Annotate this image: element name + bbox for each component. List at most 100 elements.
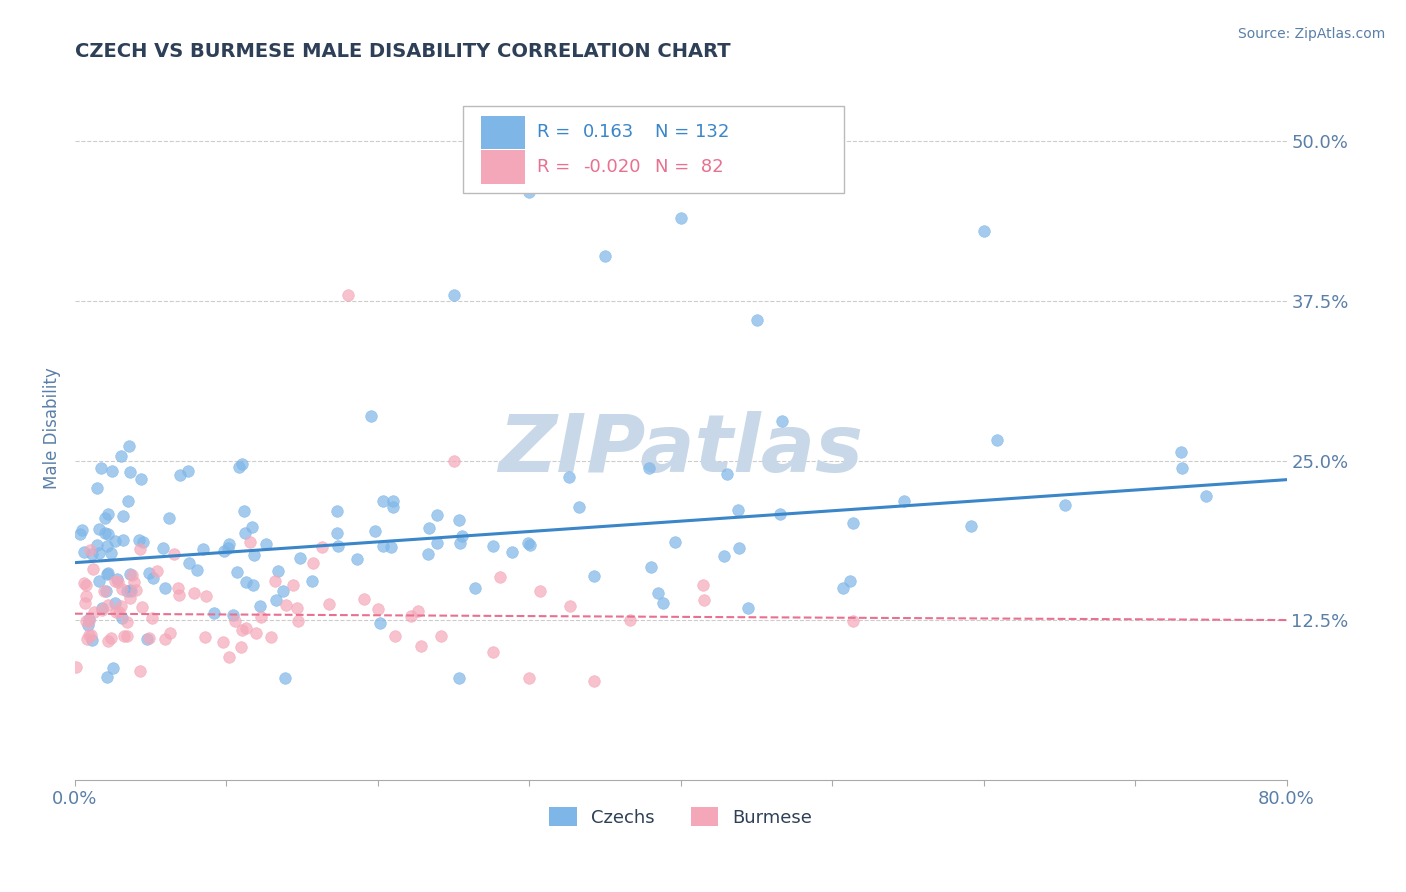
Point (96, 567, 118, 582)
Text: CZECH VS BURMESE MALE DISABILITY CORRELATION CHART: CZECH VS BURMESE MALE DISABILITY CORRELA… (75, 42, 731, 61)
Point (464, 581, 486, 595)
FancyBboxPatch shape (481, 150, 524, 184)
Point (87, 522, 110, 536)
Point (226, 565, 249, 579)
Point (274, 671, 297, 685)
Point (1170, 445, 1192, 459)
Point (558, 470, 581, 484)
Point (135, 632, 157, 646)
Point (80, 627, 103, 641)
Point (482, 539, 505, 553)
Point (110, 599, 132, 613)
Point (311, 541, 333, 555)
Point (235, 621, 257, 635)
Point (73, 576, 96, 591)
Point (129, 472, 152, 486)
Point (138, 631, 160, 645)
Point (288, 551, 311, 566)
Point (70, 523, 93, 537)
Point (619, 613, 641, 627)
Point (568, 500, 591, 514)
Point (451, 529, 474, 543)
Text: ZIPatlas: ZIPatlas (498, 410, 863, 489)
Point (141, 611, 163, 625)
Point (104, 534, 127, 549)
Point (242, 578, 264, 592)
Point (239, 535, 262, 549)
Point (159, 626, 181, 640)
Point (163, 547, 186, 561)
Text: 0.163: 0.163 (582, 123, 634, 141)
Point (91, 603, 114, 617)
Point (716, 467, 738, 482)
Point (652, 597, 675, 611)
Point (692, 577, 714, 591)
Point (231, 457, 253, 471)
Point (115, 615, 138, 629)
Point (218, 537, 240, 551)
Point (157, 511, 180, 525)
Point (82, 633, 104, 648)
Point (183, 586, 205, 600)
Point (488, 570, 510, 584)
Point (224, 614, 246, 628)
Point (638, 461, 661, 475)
Point (1054, 499, 1077, 513)
Point (250, 609, 273, 624)
Point (202, 607, 225, 621)
Point (65, 660, 87, 674)
Point (169, 468, 191, 483)
Point (960, 518, 983, 533)
Point (368, 615, 391, 630)
Point (110, 449, 132, 463)
Point (77, 628, 100, 642)
Legend: Czechs, Burmese: Czechs, Burmese (543, 800, 820, 834)
Point (195, 589, 218, 603)
Point (105, 572, 128, 586)
Point (669, 211, 692, 225)
Point (842, 516, 865, 530)
Point (167, 588, 190, 602)
Point (360, 409, 382, 423)
Point (155, 581, 177, 595)
Point (745, 313, 768, 327)
Point (111, 611, 134, 625)
Point (243, 548, 266, 562)
Point (176, 464, 198, 478)
Point (194, 630, 217, 644)
Point (91, 601, 114, 615)
Point (152, 541, 174, 556)
Text: N =  82: N = 82 (655, 158, 724, 176)
Point (96, 670, 118, 684)
Point (131, 534, 153, 549)
Point (96, 583, 118, 598)
Point (107, 605, 129, 619)
Point (263, 574, 285, 589)
Point (118, 591, 141, 606)
Point (640, 559, 662, 574)
Point (328, 539, 350, 553)
Point (212, 635, 235, 649)
Point (260, 630, 283, 644)
Point (118, 439, 141, 453)
Point (769, 507, 792, 521)
Point (302, 556, 325, 570)
Point (411, 639, 433, 653)
Point (155, 632, 177, 647)
Point (93, 584, 115, 599)
Point (529, 584, 551, 599)
Point (371, 539, 394, 553)
Point (97, 507, 120, 521)
Point (96, 539, 118, 553)
Point (245, 626, 267, 640)
Point (267, 564, 290, 578)
Point (229, 640, 252, 654)
Point (231, 623, 253, 637)
Point (222, 607, 245, 622)
Point (336, 287, 359, 301)
Point (1195, 489, 1218, 503)
Point (832, 582, 855, 596)
Point (120, 584, 142, 599)
Point (129, 541, 152, 556)
FancyBboxPatch shape (481, 115, 524, 149)
